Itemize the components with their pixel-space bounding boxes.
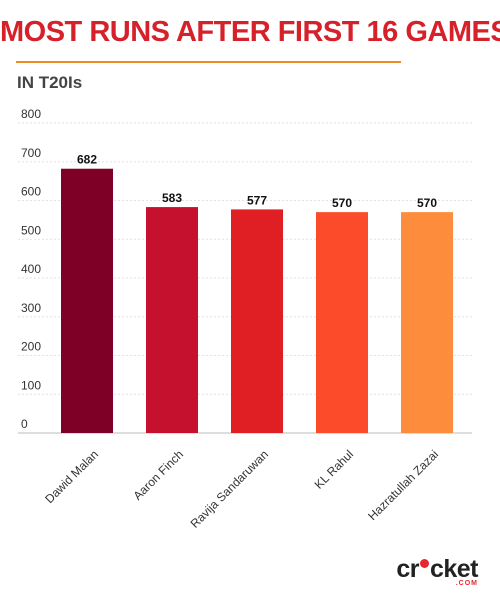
y-tick-label: 500 <box>21 223 41 237</box>
x-tick-label: Aaron Finch <box>130 447 186 503</box>
y-tick-label: 0 <box>21 417 28 431</box>
logo-text-start: cr <box>396 555 419 583</box>
brand-logo-suffix: .COM <box>455 580 478 587</box>
x-tick-label: KL Rahul <box>312 447 356 491</box>
x-tick-label: Hazratullah Zazai <box>365 447 441 523</box>
data-label: 577 <box>247 193 267 207</box>
title-underline <box>16 61 401 63</box>
logo-text-end: cket <box>429 555 479 583</box>
x-tick-label: Dawid Malan <box>42 447 101 506</box>
y-tick-label: 400 <box>21 262 41 276</box>
bar <box>316 212 368 433</box>
y-tick-label: 700 <box>21 146 41 160</box>
y-tick-label: 200 <box>21 340 41 354</box>
y-tick-label: 600 <box>21 185 41 199</box>
x-tick-label: Ravija Sandaruwan <box>188 447 271 530</box>
brand-logo: cr cket <box>396 555 478 584</box>
y-tick-label: 300 <box>21 301 41 315</box>
bar <box>61 168 113 433</box>
data-label: 583 <box>162 191 182 205</box>
data-label: 570 <box>417 196 437 210</box>
y-tick-label: 100 <box>21 378 41 392</box>
logo-dot-icon <box>419 559 429 568</box>
chart-title: MOST RUNS AFTER FIRST 16 GAMES <box>0 16 500 48</box>
bar-chart: 0 100 200 300 400 500 600 700 800 682 Dawid Malan 5… <box>18 107 472 531</box>
bar <box>146 207 198 433</box>
data-label: 570 <box>332 196 352 210</box>
bar <box>401 212 453 433</box>
data-label: 682 <box>77 153 97 167</box>
chart-subtitle: IN T20Is <box>17 73 83 92</box>
bar <box>231 209 283 433</box>
y-tick-label: 800 <box>21 107 41 121</box>
